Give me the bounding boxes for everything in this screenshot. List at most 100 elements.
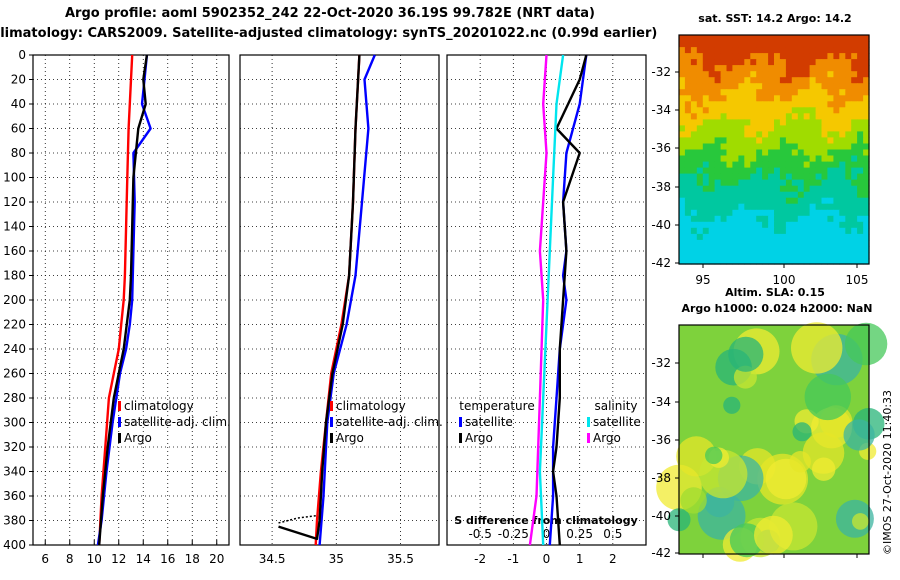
sst-cell [726, 53, 733, 60]
sst-cell [815, 65, 823, 72]
sst-cell [720, 155, 728, 163]
sst-cell [827, 89, 834, 96]
sst-cell [702, 71, 710, 78]
sst-cell [726, 125, 733, 132]
sst-cell [821, 155, 828, 163]
sst-cell [750, 203, 757, 211]
sst-cell [702, 258, 710, 265]
temp-line-argo [98, 54, 149, 546]
sst-cell [785, 101, 793, 108]
sst-cell [809, 185, 817, 193]
sst-y-tick-label: -36 [651, 141, 671, 155]
sst-cell [726, 233, 733, 241]
sst-cell [738, 233, 745, 241]
sst-cell [720, 59, 728, 66]
sst-cell [833, 239, 840, 247]
sla-blob [789, 451, 811, 473]
sst-cell [768, 143, 775, 151]
sst-cell [797, 131, 805, 138]
sst-cell [797, 161, 805, 169]
sst-cell [857, 119, 864, 126]
sst-cell [785, 155, 793, 163]
sst-cell [679, 143, 686, 151]
sst-cell [851, 258, 858, 265]
sst-cell [803, 215, 811, 223]
sst-cell [744, 149, 751, 157]
sst-cell [803, 65, 811, 72]
sst-cell [833, 119, 840, 126]
sst-cell [827, 65, 834, 72]
sst-cell [791, 131, 799, 138]
sst-cell [702, 209, 710, 217]
sst-cell [851, 53, 858, 60]
sst-cell [785, 107, 793, 114]
sst-cell [809, 143, 817, 151]
sst-cell [809, 167, 817, 175]
sst-cell [839, 251, 846, 259]
sst-cell [732, 227, 739, 235]
sst-cell [690, 251, 698, 259]
sst-cell [702, 221, 710, 229]
sst-cell [803, 71, 811, 78]
sst-cell [720, 107, 728, 114]
sst-cell [774, 59, 781, 66]
sst-cell [839, 209, 846, 217]
sst-cell [833, 53, 840, 60]
sla-blob [843, 419, 875, 451]
sst-cell [744, 89, 751, 96]
sst-cell [756, 191, 763, 199]
diff-legend-sal-label: Argo [593, 431, 621, 445]
sst-cell [684, 83, 692, 90]
sst-cell [803, 233, 811, 241]
sst-cell [720, 125, 728, 132]
sst-cell [702, 233, 710, 241]
sst-cell [744, 59, 751, 66]
sst-cell [708, 155, 716, 163]
sst-cell [679, 167, 686, 175]
sst-cell [785, 77, 793, 84]
sst-cell [863, 258, 870, 265]
sst-cell [762, 215, 769, 223]
sst-cell [768, 233, 775, 241]
sst-cell [809, 77, 817, 84]
temp-x-tick-label: 10 [87, 552, 102, 566]
sst-cell [809, 161, 817, 169]
sst-cell [833, 221, 840, 229]
sst-cell [756, 251, 763, 259]
sst-cell [857, 173, 864, 181]
sst-cell [839, 239, 846, 247]
sal-line-argo [278, 54, 361, 541]
sst-cell [744, 203, 751, 211]
sst-cell [863, 179, 870, 187]
sst-cell [684, 167, 692, 175]
sst-cell [774, 258, 781, 265]
sst-cell [750, 77, 757, 84]
sst-cell [833, 113, 840, 120]
sst-cell [803, 47, 811, 54]
sst-cell [791, 155, 799, 163]
sst-cell [714, 245, 722, 253]
sla-blob [804, 373, 851, 421]
sst-cell [732, 251, 739, 259]
sla-y-tick-label: -36 [651, 433, 671, 447]
sst-cell [744, 191, 751, 199]
sst-cell [679, 113, 686, 120]
sst-cell [750, 65, 757, 72]
sst-cell [750, 258, 757, 265]
sst-cell [720, 245, 728, 253]
sst-cell [774, 197, 781, 205]
sst-cell [839, 149, 846, 157]
sst-cell [821, 53, 828, 60]
diff-legend-temp-label: Argo [465, 431, 493, 445]
sst-cell [851, 191, 858, 199]
sst-cell [863, 101, 870, 108]
sst-cell [756, 107, 763, 114]
sst-cell [756, 233, 763, 241]
sst-cell [714, 197, 722, 205]
sst-cell [744, 233, 751, 241]
sst-cell [696, 47, 704, 54]
sla-blob [754, 515, 793, 555]
sst-cell [815, 155, 823, 163]
sst-cell [845, 245, 852, 253]
sst-cell [708, 239, 716, 247]
